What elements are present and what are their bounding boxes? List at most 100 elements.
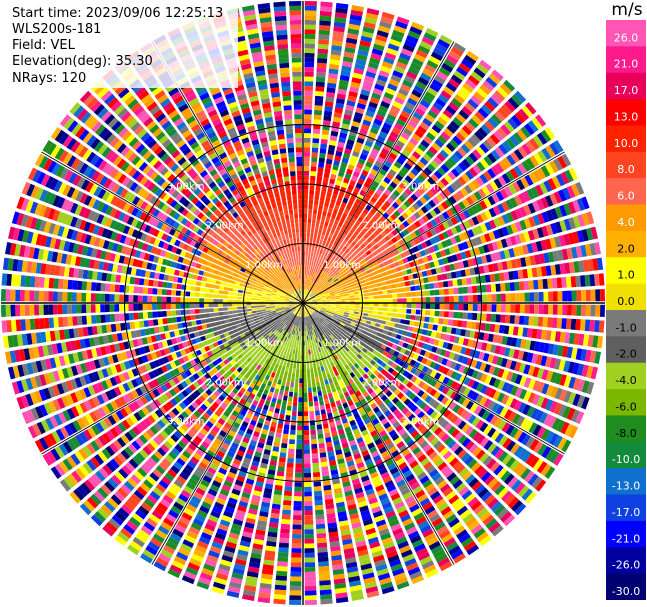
velocity-gate bbox=[344, 173, 352, 180]
velocity-gate bbox=[374, 83, 385, 92]
velocity-gate bbox=[369, 303, 374, 307]
velocity-gate bbox=[309, 270, 312, 276]
velocity-gate bbox=[415, 49, 428, 59]
velocity-gate bbox=[294, 387, 298, 393]
velocity-gate bbox=[333, 219, 339, 226]
velocity-gate bbox=[348, 23, 361, 31]
velocity-gate bbox=[310, 429, 316, 435]
velocity-gate bbox=[324, 201, 330, 208]
velocity-gate bbox=[333, 160, 340, 166]
velocity-gate bbox=[344, 148, 352, 155]
velocity-gate bbox=[394, 277, 400, 283]
velocity-gate bbox=[297, 335, 300, 341]
velocity-gate bbox=[303, 402, 308, 407]
velocity-gate bbox=[429, 290, 435, 296]
velocity-gate bbox=[309, 344, 313, 350]
velocity-gate bbox=[417, 45, 430, 55]
velocity-gate bbox=[306, 265, 309, 271]
velocity-gate bbox=[304, 19, 317, 25]
velocity-gate bbox=[501, 304, 506, 313]
velocity-gate bbox=[276, 398, 282, 405]
velocity-gate bbox=[314, 500, 323, 506]
velocity-gate bbox=[299, 378, 303, 384]
velocity-gate bbox=[416, 297, 421, 303]
velocity-gate bbox=[322, 177, 329, 183]
velocity-gate bbox=[389, 38, 402, 47]
velocity-gate bbox=[383, 56, 395, 65]
velocity-gate bbox=[304, 562, 316, 568]
velocity-gate bbox=[349, 159, 357, 167]
velocity-gate bbox=[390, 74, 402, 83]
velocity-gate bbox=[349, 14, 363, 22]
velocity-gate bbox=[316, 268, 320, 274]
velocity-gate bbox=[386, 47, 398, 56]
velocity-gate bbox=[380, 126, 390, 135]
velocity-gate bbox=[362, 286, 368, 290]
velocity-gate bbox=[291, 373, 296, 378]
velocity-gate bbox=[317, 390, 323, 397]
velocity-gate bbox=[594, 320, 600, 333]
velocity-gate bbox=[472, 304, 478, 312]
velocity-gate bbox=[581, 289, 587, 302]
velocity-gate bbox=[402, 303, 407, 308]
velocity-gate bbox=[345, 37, 358, 45]
velocity-gate bbox=[313, 481, 322, 487]
velocity-gate bbox=[337, 88, 347, 95]
velocity-gate bbox=[472, 312, 478, 321]
velocity-gate bbox=[317, 209, 323, 216]
velocity-gate bbox=[320, 6, 333, 12]
velocity-gate bbox=[360, 123, 370, 131]
velocity-gate bbox=[408, 274, 414, 280]
velocity-gate bbox=[353, 186, 361, 194]
velocity-gate bbox=[340, 307, 346, 310]
velocity-gate bbox=[312, 133, 320, 139]
velocity-gate bbox=[283, 361, 287, 367]
velocity-gate bbox=[307, 218, 312, 224]
velocity-gate bbox=[413, 279, 420, 285]
velocity-gate bbox=[353, 116, 362, 124]
velocity-gate bbox=[291, 552, 302, 558]
velocity-gate bbox=[295, 458, 302, 464]
velocity-gate bbox=[303, 406, 308, 412]
velocity-gate bbox=[357, 178, 365, 185]
velocity-gate bbox=[297, 354, 300, 360]
velocity-gate bbox=[281, 380, 286, 386]
velocity-gate bbox=[449, 303, 454, 310]
velocity-gate bbox=[470, 276, 477, 285]
velocity-gate bbox=[335, 308, 341, 311]
velocity-gate bbox=[334, 16, 347, 24]
velocity-gate bbox=[321, 129, 330, 136]
velocity-gate bbox=[355, 107, 365, 115]
velocity-gate bbox=[315, 91, 324, 97]
velocity-gate bbox=[313, 262, 316, 267]
velocity-gate bbox=[314, 372, 319, 378]
velocity-gate bbox=[403, 275, 409, 281]
velocity-gate bbox=[283, 395, 288, 401]
velocity-gate bbox=[496, 304, 502, 313]
velocity-gate bbox=[294, 382, 299, 388]
velocity-gate bbox=[304, 76, 314, 82]
velocity-gate bbox=[326, 87, 336, 94]
velocity-gate bbox=[361, 169, 369, 177]
velocity-gate bbox=[566, 318, 572, 330]
velocity-gate bbox=[292, 534, 302, 539]
velocity-gate bbox=[354, 166, 362, 174]
velocity-gate bbox=[273, 594, 286, 600]
velocity-gate bbox=[329, 217, 335, 224]
velocity-gate bbox=[315, 86, 325, 92]
velocity-gate bbox=[304, 501, 313, 506]
velocity-gate bbox=[312, 462, 320, 468]
velocity-gate bbox=[298, 392, 303, 398]
velocity-gate bbox=[311, 157, 318, 163]
velocity-gate bbox=[363, 313, 369, 317]
velocity-gate bbox=[317, 48, 329, 55]
velocity-gate bbox=[279, 360, 284, 366]
velocity-gate bbox=[385, 321, 391, 326]
velocity-gate bbox=[322, 255, 327, 261]
velocity-gate bbox=[326, 304, 332, 306]
velocity-gate bbox=[311, 152, 318, 158]
velocity-gate bbox=[309, 242, 313, 247]
velocity-gate bbox=[439, 311, 445, 317]
velocity-gate bbox=[304, 71, 314, 77]
velocity-gate bbox=[335, 304, 341, 307]
